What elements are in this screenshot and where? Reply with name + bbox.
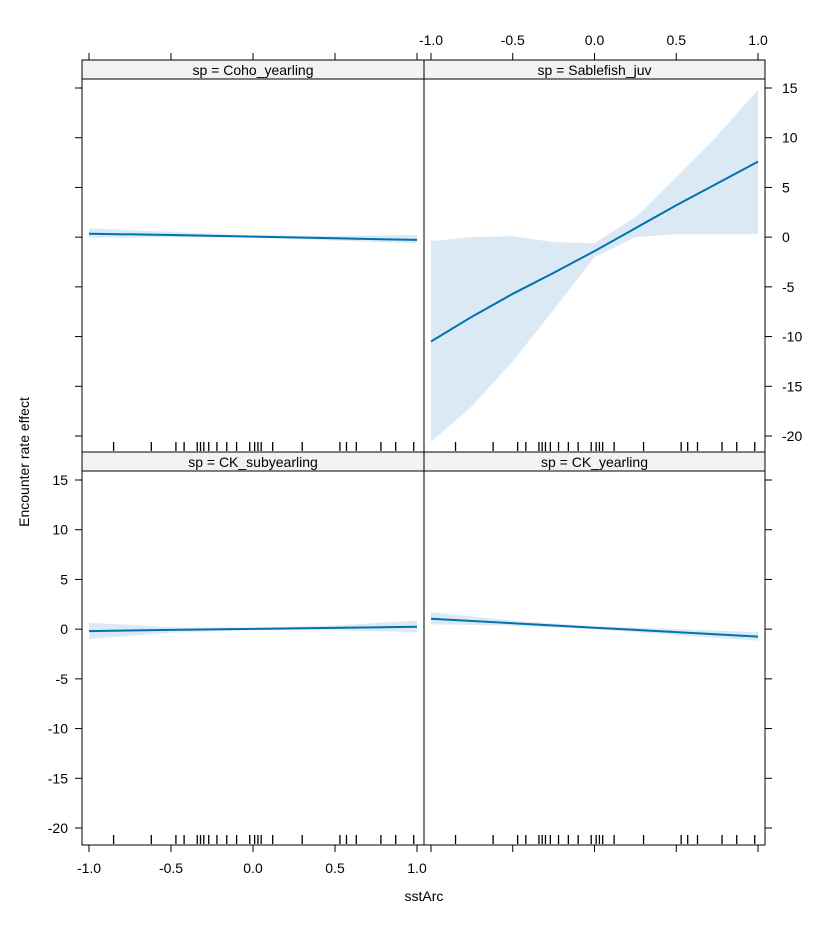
x-tick-label: 1.0	[748, 32, 768, 48]
y-tick-label: -10	[48, 721, 68, 737]
x-tick-label: 0.5	[325, 860, 345, 876]
x-tick-label: -0.5	[159, 860, 183, 876]
confidence-band	[431, 612, 758, 641]
panel-3: sp = CK_subyearling	[81, 451, 425, 846]
fit-line	[88, 232, 418, 241]
panel-1: sp = Coho_yearling	[81, 59, 425, 453]
fit-line	[88, 625, 418, 633]
y-tick-label: -5	[56, 671, 69, 687]
y-tick-label: -15	[48, 770, 68, 786]
x-tick-label: 1.0	[407, 860, 427, 876]
x-tick-label: 0.0	[243, 860, 263, 876]
y-tick-label: 15	[52, 472, 68, 488]
panel-2: sp = Sablefish_juv	[423, 59, 766, 453]
panel-border	[81, 470, 425, 846]
axis-layer: -20 -15 -10 -5 0 5 10 15 -20 -15 -10 -5 0 5 10 15 -1.0 -0…	[48, 32, 803, 876]
strip-label: sp = CK_subyearling	[188, 454, 318, 470]
y-tick-label: 5	[60, 571, 68, 587]
x-tick-label: -1.0	[77, 860, 101, 876]
y-axis-title: Encounter rate effect	[16, 397, 32, 527]
x-axis-title: sstArc	[405, 888, 444, 904]
y-tick-label: 5	[782, 179, 790, 195]
panel-border	[423, 470, 766, 846]
y-tick-label: -20	[48, 820, 68, 836]
y-tick-label: -10	[782, 329, 802, 345]
y-tick-label: 10	[782, 130, 798, 146]
fit-line	[430, 617, 759, 638]
y-tick-label: -20	[782, 428, 802, 444]
y-tick-label: 0	[60, 621, 68, 637]
x-tick-label: -0.5	[501, 32, 525, 48]
panel-4: sp = CK_yearling	[423, 451, 766, 846]
y-tick-label: -5	[782, 279, 795, 295]
y-tick-label: 15	[782, 80, 798, 96]
x-tick-label: 0.0	[585, 32, 605, 48]
x-tick-label: 0.5	[667, 32, 687, 48]
strip-label: sp = Coho_yearling	[192, 62, 313, 78]
y-tick-label: 10	[52, 522, 68, 538]
strip-label: sp = Sablefish_juv	[537, 62, 651, 78]
y-tick-label: -15	[782, 378, 802, 394]
panel-border	[81, 78, 425, 453]
x-tick-label: -1.0	[419, 32, 443, 48]
strip-label: sp = CK_yearling	[541, 454, 648, 470]
fit-line	[430, 160, 759, 343]
confidence-band	[431, 90, 758, 442]
y-tick-label: 0	[782, 229, 790, 245]
